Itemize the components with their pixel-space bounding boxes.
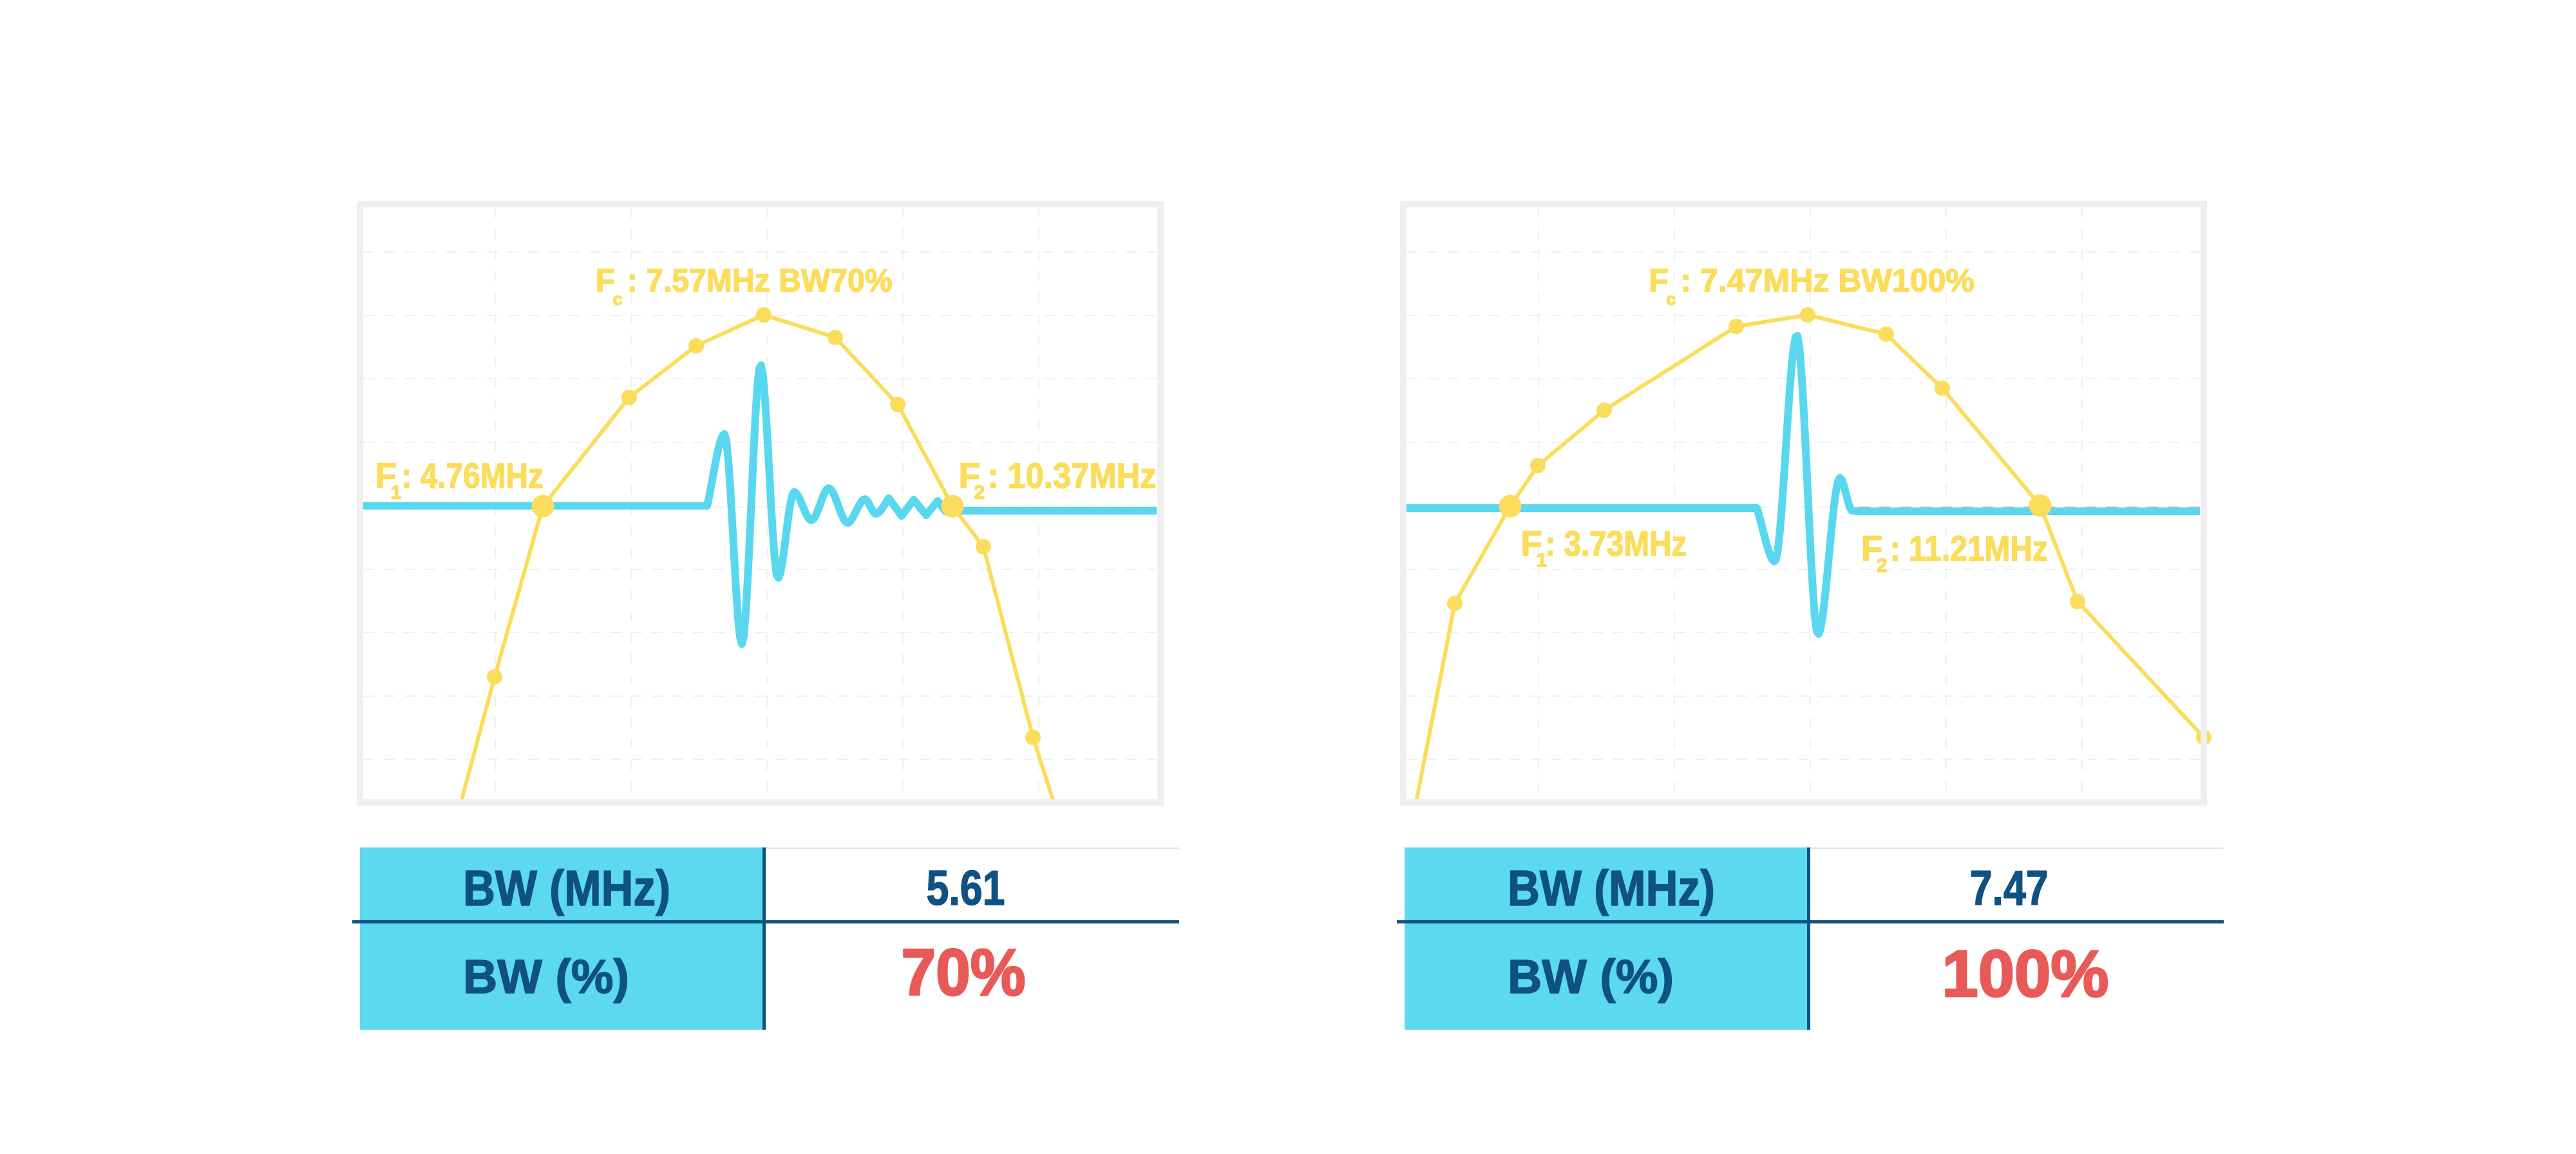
- svg-text:100%: 100%: [1942, 937, 2108, 1010]
- svg-text:2: 2: [1877, 555, 1888, 576]
- svg-text:c: c: [1666, 289, 1676, 308]
- svg-text:: 3.73MHz: : 3.73MHz: [1545, 524, 1687, 563]
- svg-text:F: F: [375, 455, 397, 495]
- svg-text:1: 1: [1536, 550, 1547, 571]
- svg-text:: 7.47MHz BW100%: : 7.47MHz BW100%: [1680, 262, 1975, 298]
- svg-text:F: F: [1520, 524, 1542, 563]
- svg-text:BW (MHz): BW (MHz): [463, 860, 670, 916]
- svg-text:BW (%): BW (%): [1508, 950, 1674, 1003]
- svg-text:: 4.76MHz: : 4.76MHz: [401, 455, 543, 495]
- svg-text:F: F: [1649, 262, 1669, 298]
- svg-text:BW (MHz): BW (MHz): [1508, 860, 1715, 916]
- svg-text:F: F: [1861, 529, 1883, 569]
- svg-text:70%: 70%: [902, 936, 1026, 1009]
- svg-text:1: 1: [391, 482, 402, 504]
- svg-text:c: c: [613, 289, 623, 308]
- svg-text:7.47: 7.47: [1970, 861, 2049, 916]
- svg-text:: 11.21MHz: : 11.21MHz: [1890, 529, 2048, 569]
- svg-text:: 7.57MHz BW70%: : 7.57MHz BW70%: [627, 262, 893, 298]
- svg-text:5.61: 5.61: [927, 861, 1005, 916]
- svg-text:: 10.37MHz: : 10.37MHz: [987, 455, 1156, 495]
- svg-text:2: 2: [974, 482, 985, 504]
- svg-text:F: F: [596, 262, 616, 298]
- svg-text:BW (%): BW (%): [463, 950, 629, 1003]
- svg-text:F: F: [959, 455, 981, 495]
